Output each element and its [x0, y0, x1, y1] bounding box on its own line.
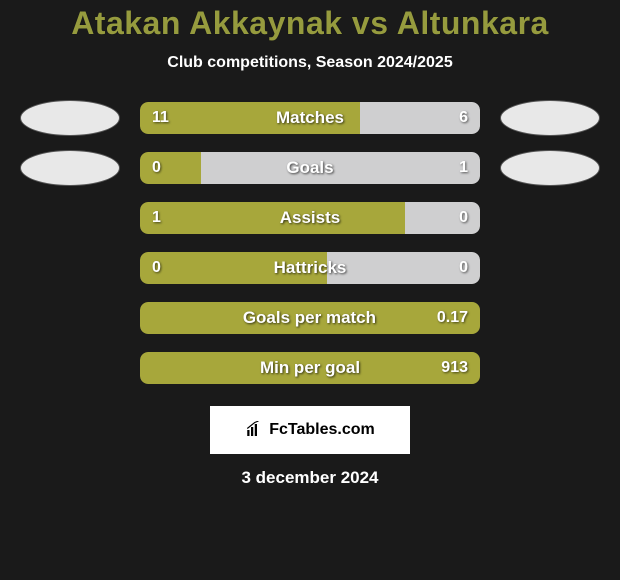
stat-row: 1Assists0: [0, 200, 620, 236]
stat-value-right: 0.17: [437, 309, 468, 327]
brand-icon: [245, 421, 263, 439]
avatar-spacer: [500, 250, 600, 286]
avatar-spacer: [20, 350, 120, 386]
stat-row: 0Goals1: [0, 150, 620, 186]
stat-row: 0Hattricks0: [0, 250, 620, 286]
stat-label: Goals: [182, 158, 438, 178]
brand-text: FcTables.com: [269, 421, 375, 439]
stat-value-left: 0: [152, 259, 182, 277]
stat-value-right: 6: [438, 109, 468, 127]
stat-bar: 0Goals1: [140, 152, 480, 184]
avatar-spacer: [500, 200, 600, 236]
stat-value-right: 0: [438, 259, 468, 277]
player-avatar-left: [20, 100, 120, 136]
stat-label: Hattricks: [182, 258, 438, 278]
stat-label: Goals per match: [182, 308, 437, 328]
stat-value-left: 0: [152, 159, 182, 177]
subtitle: Club competitions, Season 2024/2025: [0, 54, 620, 72]
stat-bar: Goals per match0.17: [140, 302, 480, 334]
brand-badge: FcTables.com: [210, 406, 410, 454]
stat-row: Min per goal913: [0, 350, 620, 386]
stats-area: 11Matches60Goals11Assists00Hattricks0Goa…: [0, 100, 620, 386]
stat-value-right: 0: [438, 209, 468, 227]
avatar-spacer: [20, 300, 120, 336]
avatar-spacer: [20, 250, 120, 286]
stat-label: Matches: [182, 108, 438, 128]
stat-row: 11Matches6: [0, 100, 620, 136]
date-text: 3 december 2024: [0, 468, 620, 488]
stat-bar: Min per goal913: [140, 352, 480, 384]
stat-value-right: 1: [438, 159, 468, 177]
stat-bar: 0Hattricks0: [140, 252, 480, 284]
stat-row: Goals per match0.17: [0, 300, 620, 336]
avatar-spacer: [20, 200, 120, 236]
player-avatar-right: [500, 150, 600, 186]
player-avatar-right: [500, 100, 600, 136]
avatar-spacer: [500, 300, 600, 336]
stat-value-left: 1: [152, 209, 182, 227]
player-avatar-left: [20, 150, 120, 186]
page-title: Atakan Akkaynak vs Altunkara: [0, 5, 620, 42]
stat-label: Min per goal: [182, 358, 438, 378]
stat-value-left: 11: [152, 109, 182, 127]
stat-value-right: 913: [438, 359, 468, 377]
stat-bar: 1Assists0: [140, 202, 480, 234]
stat-label: Assists: [182, 208, 438, 228]
stat-bar: 11Matches6: [140, 102, 480, 134]
avatar-spacer: [500, 350, 600, 386]
